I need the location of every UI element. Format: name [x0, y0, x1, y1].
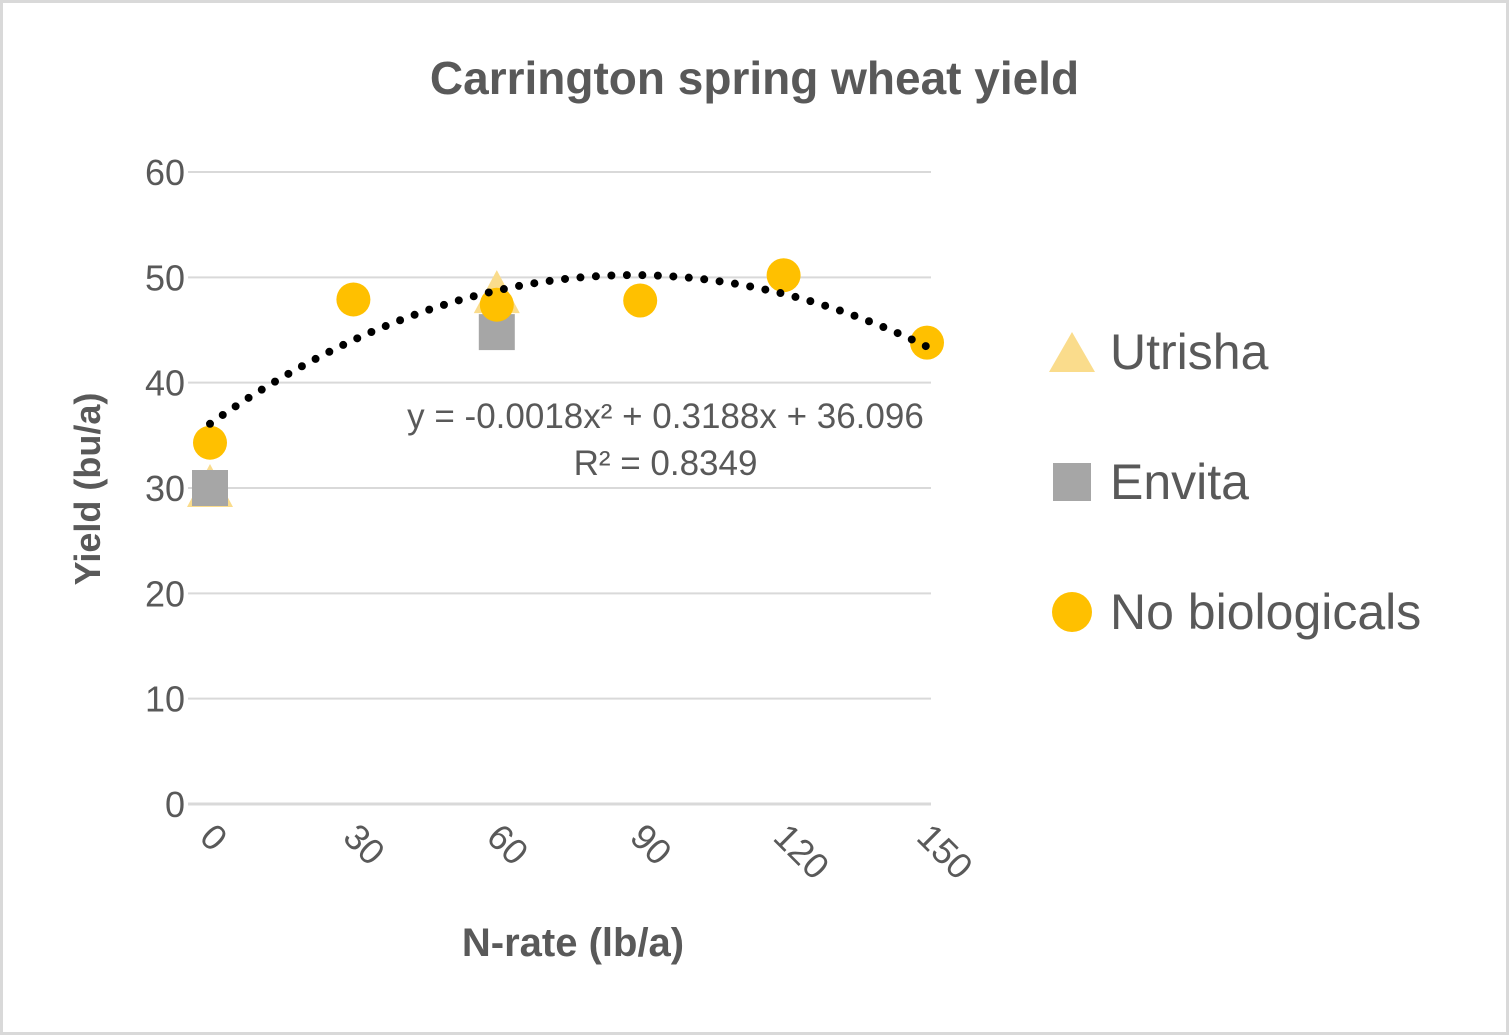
y-tick-label: 0: [165, 784, 185, 825]
x-tick-label: 0: [192, 816, 235, 859]
legend-label: Utrisha: [1110, 324, 1269, 380]
legend-label: Envita: [1110, 454, 1249, 510]
trendline-equation: y = -0.0018x² + 0.3188x + 36.096 R² = 0.…: [393, 393, 938, 487]
triangle-icon: [1048, 332, 1096, 372]
x-tick-label: 60: [479, 816, 536, 873]
y-tick-label: 20: [145, 573, 185, 614]
circle-icon: [1048, 592, 1096, 632]
y-tick-label: 50: [145, 257, 185, 298]
legend-label: No biologicals: [1110, 584, 1422, 640]
x-tick-label: 90: [623, 816, 680, 873]
data-point-circle: [623, 283, 658, 318]
legend-item-no-biologicals: No biologicals: [1048, 577, 1488, 647]
data-point-circle: [766, 258, 801, 293]
data-point-circle: [193, 425, 227, 460]
r-squared-line: R² = 0.8349: [573, 444, 758, 483]
equation-line: y = -0.0018x² + 0.3188x + 36.096: [407, 397, 924, 436]
y-tick-label: 60: [145, 152, 185, 193]
y-tick-label: 10: [145, 679, 185, 720]
x-axis-title: N-rate (lb/a): [461, 921, 685, 965]
x-tick-label: 120: [766, 816, 837, 887]
data-point-circle: [336, 282, 371, 317]
chart-title: Carrington spring wheat yield: [429, 52, 1080, 104]
y-tick-label: 40: [145, 363, 185, 404]
legend-item-utrisha: Utrisha: [1048, 317, 1488, 387]
scatter-plot-area: 0 10 20 30 40 50 60 0 30 60 90 120 150: [145, 152, 981, 887]
legend-item-envita: Envita: [1048, 447, 1488, 517]
chart-legend: Utrisha Envita No biologicals: [1048, 317, 1488, 707]
x-tick-label: 30: [336, 816, 393, 873]
trendline: [206, 271, 931, 428]
square-icon: [1048, 463, 1096, 501]
y-tick-label: 30: [145, 468, 185, 509]
x-tick-label: 150: [909, 816, 980, 887]
data-point-square: [192, 470, 228, 506]
